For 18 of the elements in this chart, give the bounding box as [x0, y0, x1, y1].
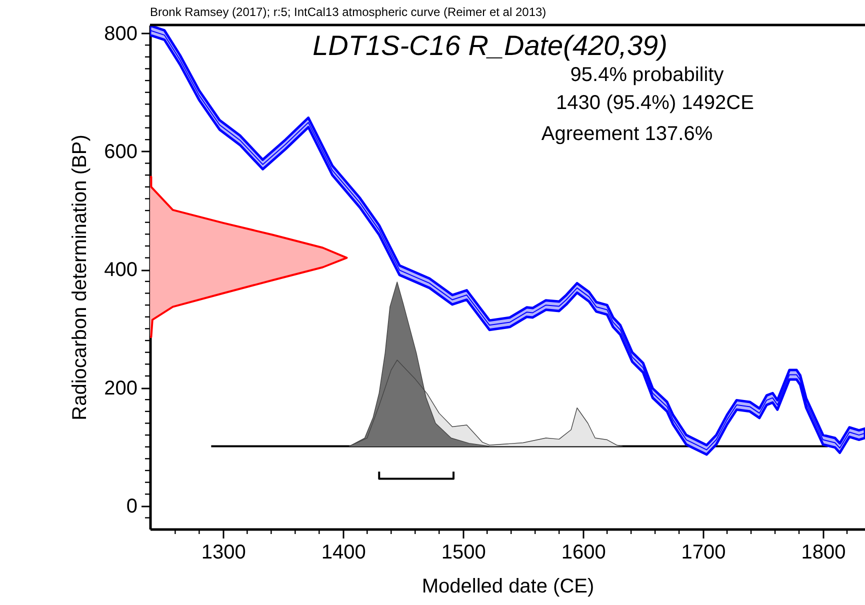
annotation: 1430 (95.4%) 1492CE [556, 92, 754, 114]
y-tick-label: 600 [104, 140, 138, 163]
y-tick-label: 200 [104, 377, 138, 400]
x-tick-label: 1700 [681, 542, 726, 564]
annotation: Agreement 137.6% [541, 123, 713, 145]
x-axis-title: Modelled date (CE) [422, 576, 594, 598]
x-tick-label: 1500 [441, 542, 486, 564]
y-tick-label: 0 [126, 495, 138, 518]
chart-title: LDT1S-C16 R_Date(420,39) [312, 30, 668, 61]
x-tick-label: 1300 [201, 542, 246, 564]
y-tick-label: 400 [104, 259, 138, 282]
x-tick-label: 1400 [321, 542, 366, 564]
annotation: 95.4% probability [570, 64, 724, 86]
text: Bronk Ramsey (2017); r:5; IntCal13 atmospheric curve (Reimer et al 2013) [150, 5, 546, 19]
y-axis-title: Radiocarbon determination (BP) [69, 134, 92, 420]
x-tick-label: 1600 [561, 542, 606, 564]
x-tick-label: 1800 [801, 542, 846, 564]
y-tick-label: 800 [104, 22, 138, 45]
